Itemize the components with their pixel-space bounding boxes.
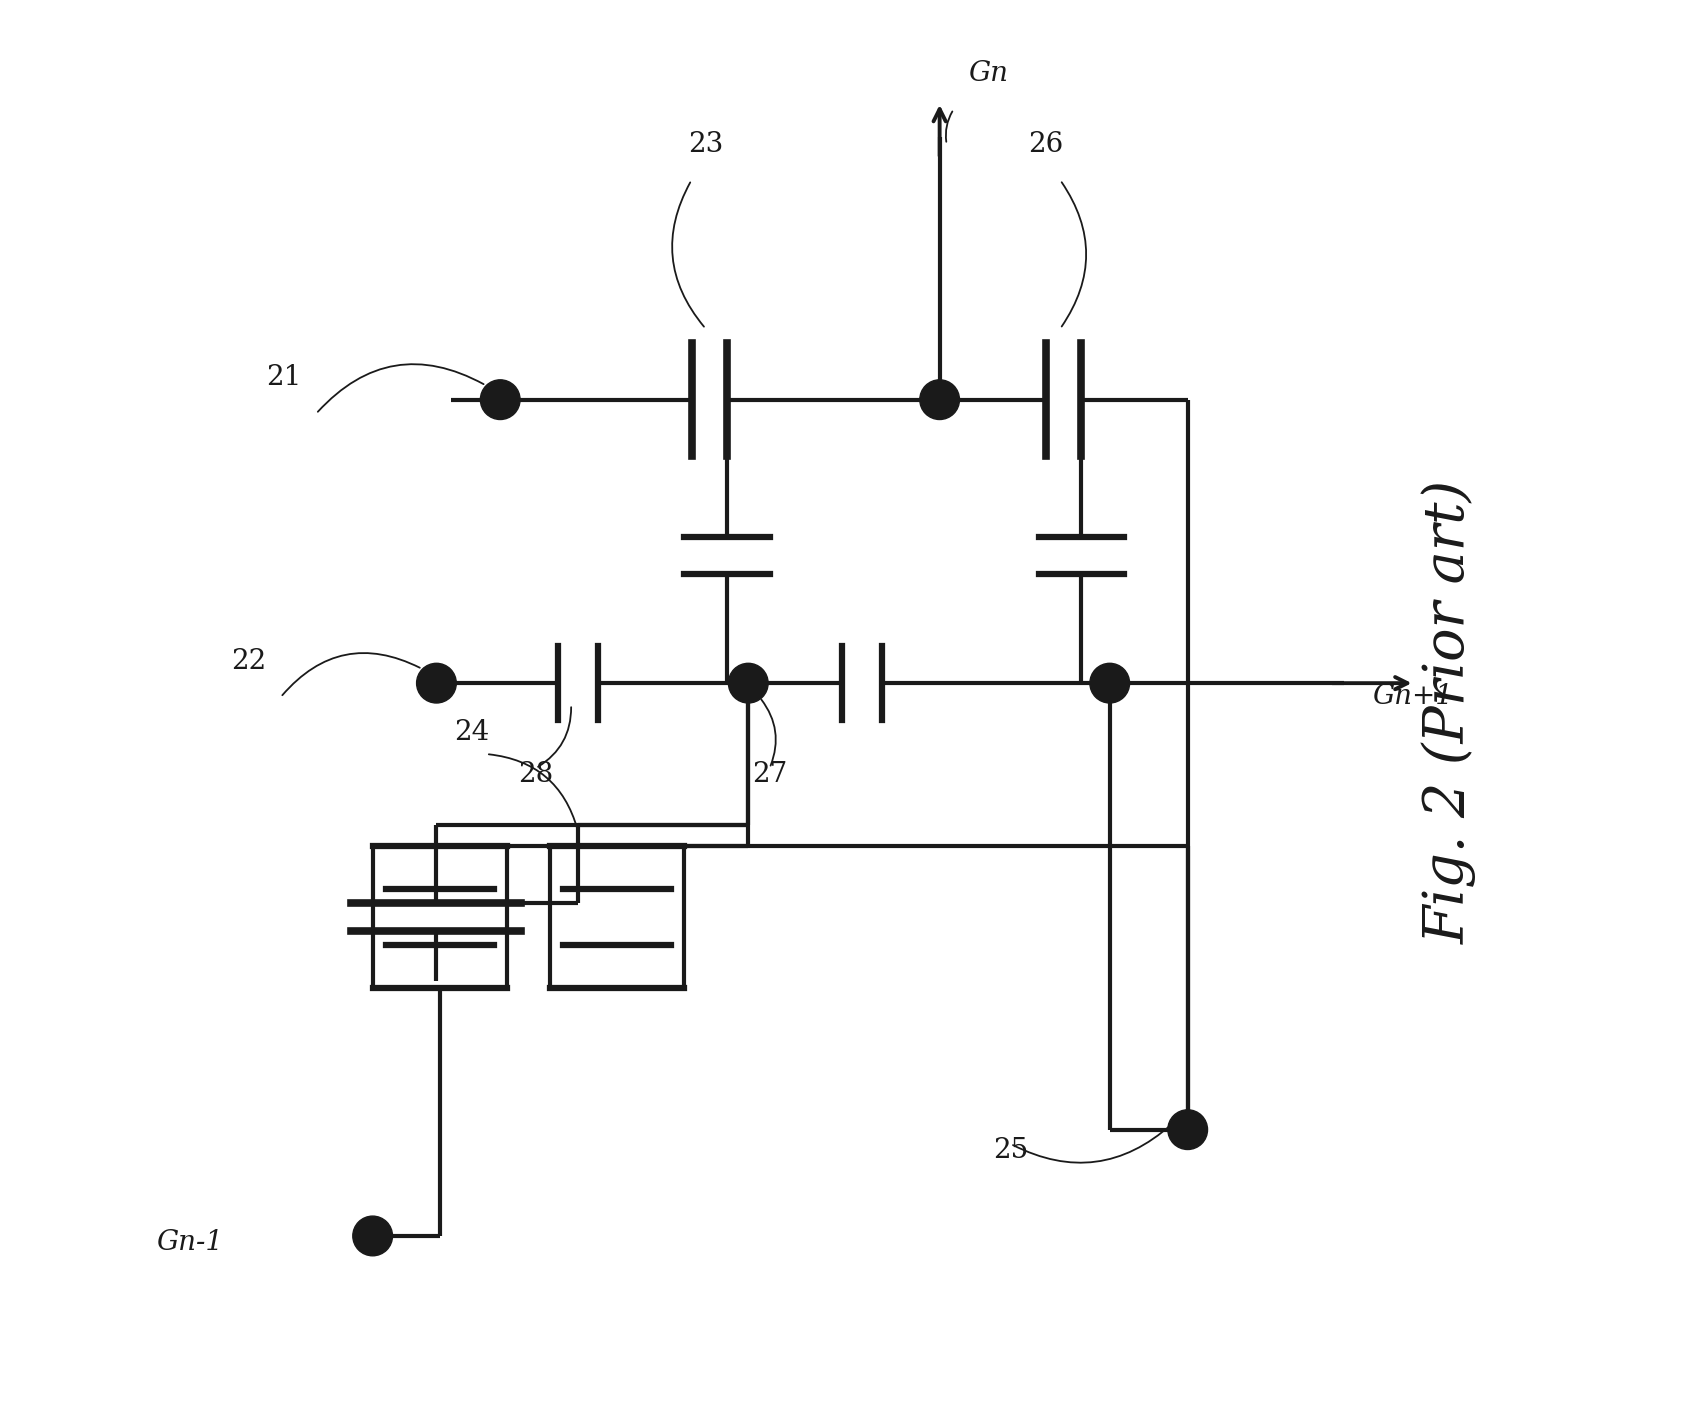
Text: Gn-1: Gn-1 bbox=[158, 1229, 224, 1257]
Text: Fig. 2 (Prior art): Fig. 2 (Prior art) bbox=[1422, 480, 1478, 943]
Text: 26: 26 bbox=[1029, 131, 1063, 158]
Text: 23: 23 bbox=[688, 131, 724, 158]
Circle shape bbox=[729, 663, 768, 703]
Circle shape bbox=[417, 663, 456, 703]
Circle shape bbox=[353, 1217, 393, 1257]
Text: 25: 25 bbox=[993, 1137, 1029, 1164]
Circle shape bbox=[1090, 663, 1129, 703]
Circle shape bbox=[920, 380, 959, 420]
Text: Gn: Gn bbox=[968, 60, 1009, 87]
Text: 28: 28 bbox=[519, 761, 553, 788]
Circle shape bbox=[480, 380, 520, 420]
Text: 27: 27 bbox=[753, 761, 786, 788]
Circle shape bbox=[1168, 1110, 1207, 1150]
Text: 24: 24 bbox=[454, 719, 490, 746]
Text: 21: 21 bbox=[266, 364, 302, 391]
Text: 22: 22 bbox=[231, 647, 266, 675]
Text: Gn+1: Gn+1 bbox=[1371, 683, 1453, 710]
